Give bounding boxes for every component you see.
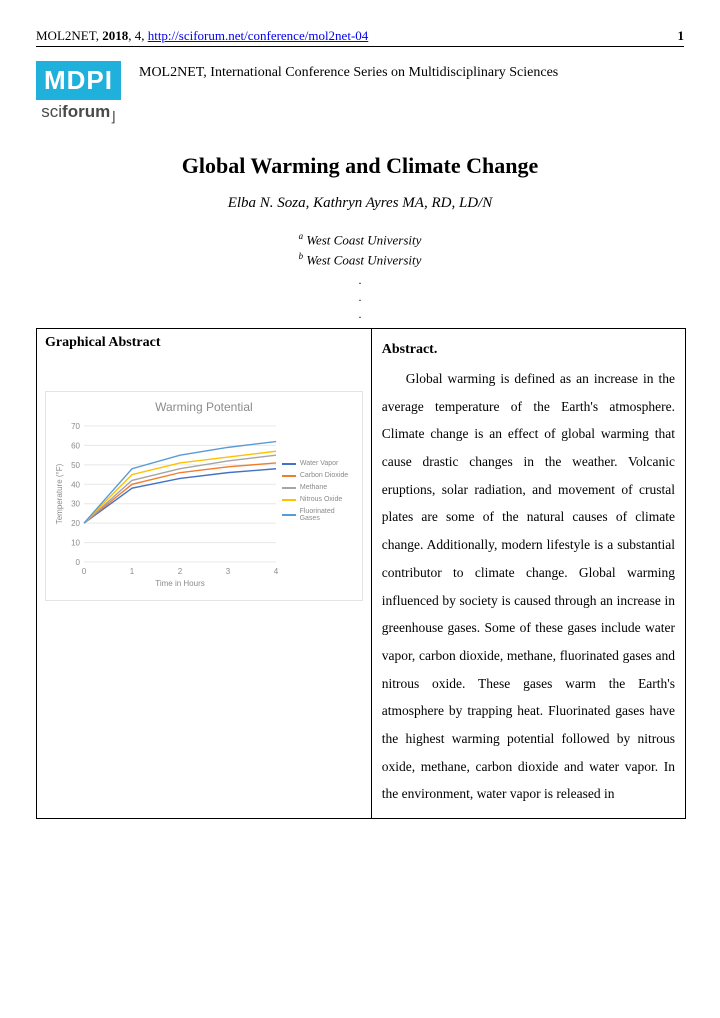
svg-text:20: 20: [71, 520, 80, 529]
svg-text:50: 50: [71, 461, 80, 470]
graphical-abstract-heading: Graphical Abstract: [45, 335, 363, 351]
chart-title: Warming Potential: [52, 400, 356, 414]
legend-item: Nitrous Oxide: [282, 496, 356, 503]
svg-text:1: 1: [130, 567, 135, 576]
graphical-abstract-cell: Graphical Abstract Warming Potential 010…: [37, 329, 372, 817]
svg-text:0: 0: [82, 567, 87, 576]
dots: ...: [36, 272, 684, 322]
paper-title: Global Warming and Climate Change: [36, 153, 684, 179]
abstract-text: Global warming is defined as an increase…: [382, 365, 675, 808]
svg-text:70: 70: [71, 422, 80, 431]
legend-item: Methane: [282, 484, 356, 491]
page-header: MOL2NET, 2018, 4, http://sciforum.net/co…: [36, 28, 684, 47]
svg-text:Temperature (°F): Temperature (°F): [55, 464, 64, 525]
issue: 4: [135, 28, 142, 43]
svg-text:0: 0: [76, 558, 81, 567]
journal: MOL2NET: [36, 28, 96, 43]
page-number: 1: [678, 28, 685, 44]
header-left: MOL2NET, 2018, 4, http://sciforum.net/co…: [36, 28, 368, 44]
svg-text:3: 3: [226, 567, 231, 576]
publisher-logo: MDPI sciforum⌋: [36, 61, 121, 125]
authors: Elba N. Soza, Kathryn Ayres MA, RD, LD/N: [36, 195, 684, 212]
svg-text:4: 4: [274, 567, 278, 576]
svg-text:10: 10: [71, 539, 80, 548]
abstract-heading: Abstract.: [382, 342, 438, 357]
legend-item: Fluorinated Gases: [282, 508, 356, 522]
warming-potential-chart: 0 10 20 30 40 50 60 70 0 1 2 3 4 Time in Hours Tempera…: [52, 420, 278, 590]
svg-text:2: 2: [178, 567, 183, 576]
legend-item: Carbon Dioxide: [282, 472, 356, 479]
mdpi-logo: MDPI: [36, 61, 121, 100]
svg-text:40: 40: [71, 481, 80, 490]
conference-url-link[interactable]: http://sciforum.net/conference/mol2net-0…: [148, 28, 369, 43]
svg-text:60: 60: [71, 442, 80, 451]
chart-card: Warming Potential 0 10 20 30 40 50 60 70 0 1 2 3 4 Ti…: [45, 391, 363, 601]
year: 2018: [102, 28, 128, 43]
affiliations: a West Coast University b West Coast Uni…: [36, 230, 684, 270]
sciforum-logo: sciforum⌋: [41, 102, 115, 125]
conference-name: MOL2NET, International Conference Series…: [139, 65, 558, 81]
legend-item: Water Vapor: [282, 460, 356, 467]
svg-text:30: 30: [71, 500, 80, 509]
chart-legend: Water Vapor Carbon Dioxide Methane Nitrous …: [282, 460, 356, 590]
abstract-cell: Abstract. Global warming is defined as a…: [372, 329, 685, 817]
svg-text:Time in Hours: Time in Hours: [155, 579, 205, 588]
abstract-table: Graphical Abstract Warming Potential 010…: [36, 328, 686, 818]
